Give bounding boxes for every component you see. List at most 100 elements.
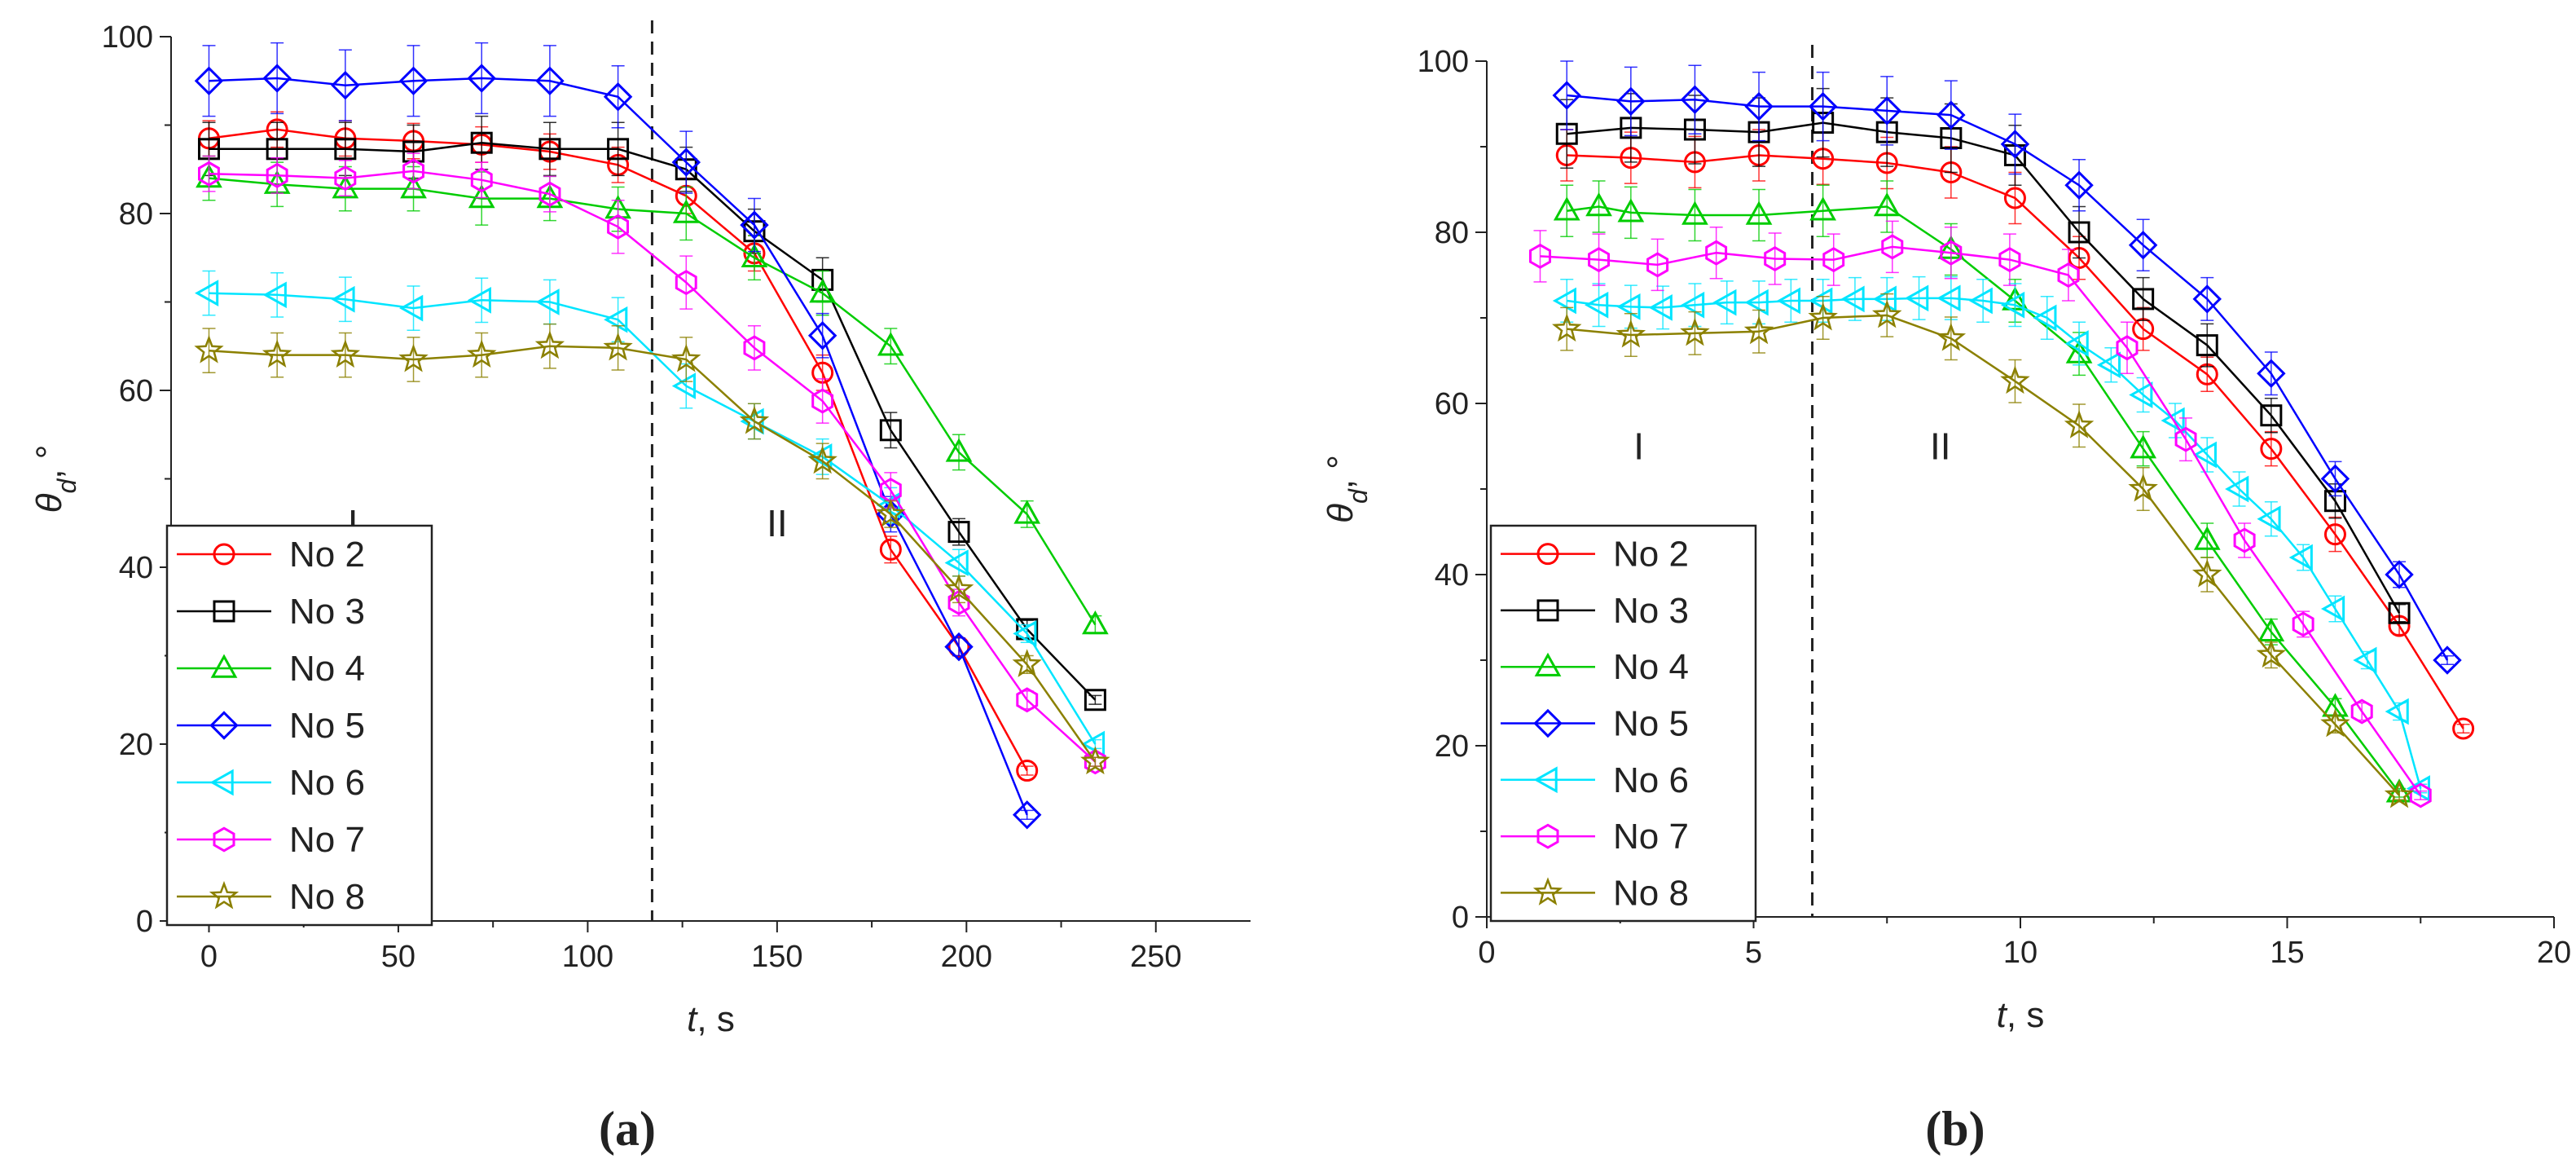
p0-s6-point-11	[943, 573, 974, 602]
p0-x-axis-label: t, s	[687, 999, 735, 1039]
p1-s3-line	[1567, 94, 2449, 661]
p0-x-tick-label-5: 250	[1130, 940, 1181, 974]
p1-s5-point-2	[1646, 252, 1669, 278]
p0-x-tick-label-3: 150	[751, 940, 802, 974]
p0-s5-point-0	[198, 161, 220, 187]
p1-s4-point-3	[1648, 294, 1673, 321]
p0-s6-point-3	[398, 343, 429, 372]
p0-y-tick-label-2: 40	[119, 551, 153, 585]
p1-s6-point-5	[1872, 299, 1902, 328]
p0-y-tick-label-4: 80	[119, 197, 153, 231]
p1-s3-point-8	[2064, 170, 2094, 200]
p1-s4-point-0	[1552, 287, 1576, 315]
p0-s1-point-13	[1084, 689, 1106, 712]
p1-s5-point-3	[1705, 240, 1728, 266]
p1-s5-point-4	[1764, 245, 1787, 272]
p1-s4-point-20	[2192, 441, 2217, 469]
p0-s2-point-7	[672, 199, 700, 223]
p1-s2-point-10	[2130, 434, 2157, 459]
p1-s3-point-2	[1680, 85, 1710, 114]
p0-legend-marker-4	[209, 769, 234, 796]
p1-legend-label-3: No 5	[1613, 704, 1689, 744]
p1-s0-point-7	[2003, 187, 2026, 209]
p1-s5-point-12	[2233, 527, 2256, 553]
p1-s4-point-24	[2320, 595, 2345, 623]
p0-s4-point-3	[399, 294, 424, 322]
p0-y-tick-label-0: 0	[136, 905, 153, 939]
p1-s6-point-10	[2191, 558, 2222, 588]
p1-s5-point-7	[1940, 240, 1963, 266]
p1-s5-point-0	[1529, 243, 1551, 269]
p1-s4-point-22	[2257, 505, 2281, 533]
p0-s2-point-9	[809, 279, 837, 303]
p1-s6-point-13	[2384, 779, 2415, 809]
p1-legend-label-1: No 3	[1613, 591, 1689, 631]
p1-legend-marker-0	[1536, 543, 1559, 566]
p0-legend-marker-5	[213, 826, 235, 853]
p0-s3-point-1	[262, 64, 292, 93]
p1-s4-point-8	[1809, 287, 1833, 315]
p1-s2-point-2	[1617, 198, 1645, 223]
p1-y-tick-label-1: 20	[1435, 729, 1469, 764]
p1-s3-point-9	[2128, 231, 2158, 260]
p0-s3-point-3	[398, 66, 429, 95]
p1-y-tick-label-2: 40	[1435, 558, 1469, 593]
p1-s3-point-10	[2192, 284, 2222, 314]
p0-s5-point-11	[947, 589, 970, 615]
p0-s3-point-8	[740, 210, 769, 240]
p1-legend-marker-4	[1533, 766, 1558, 794]
p1-s4-point-15	[2033, 304, 2057, 332]
p1-s4-point-5	[1712, 289, 1737, 316]
p1-legend-marker-2	[1534, 652, 1562, 676]
p0-s5-point-12	[1016, 687, 1039, 713]
p0-s1-point-2	[334, 138, 357, 161]
p1-s6-point-8	[2064, 410, 2095, 438]
p1-s4-point-13	[1968, 287, 1993, 315]
p1-s3-point-12	[2320, 464, 2350, 494]
p1-s4-point-9	[1840, 285, 1865, 313]
p0-s2-point-11	[945, 438, 973, 462]
p1-series-no-7	[1529, 220, 2432, 809]
p1-s4-point-11	[1905, 284, 1929, 312]
p1-series-no-5	[1552, 60, 2462, 675]
p0-legend-label-1: No 3	[289, 592, 365, 632]
p0-s5-point-8	[743, 335, 766, 361]
p1-s2-point-3	[1681, 200, 1708, 225]
p1-s4-line	[1567, 297, 2422, 789]
p1-s1-point-10	[2196, 334, 2218, 357]
p1-s5-line	[1540, 245, 2422, 796]
p1-y-tick-label-5: 100	[1418, 45, 1469, 79]
p1-s6-point-0	[1552, 313, 1582, 342]
p0-s6-point-10	[876, 498, 906, 527]
p0-s4-point-7	[671, 372, 696, 399]
p1-s5-point-14	[2350, 698, 2373, 725]
p1-x-tick-label-0: 0	[1478, 936, 1495, 970]
p0-s5-line	[209, 170, 1097, 763]
p1-s4-point-4	[1680, 291, 1705, 319]
p1-x-tick-label-4: 20	[2537, 936, 2571, 970]
p0-legend-label-0: No 2	[289, 535, 365, 575]
p1-s2-point-6	[1873, 192, 1901, 217]
p0-legend-marker-6	[209, 880, 240, 910]
p1-y-tick-label-4: 80	[1435, 216, 1469, 250]
p0-s6-point-7	[671, 343, 701, 372]
p1-s5-point-11	[2174, 426, 2197, 452]
p1-s5-point-8	[1998, 247, 2021, 273]
p1-legend-marker-5	[1536, 823, 1559, 849]
p0-s2-point-10	[877, 332, 904, 356]
p1-s5-point-13	[2292, 611, 2314, 637]
p1-s6-line	[1567, 314, 2401, 796]
p0-s3-point-7	[671, 148, 701, 177]
p0-s5-point-3	[402, 158, 424, 184]
p0-s0-point-10	[879, 538, 902, 561]
p1-s5-point-1	[1588, 247, 1610, 273]
p1-region-label-0: I	[1633, 425, 1644, 468]
p1-s5-point-6	[1881, 234, 1904, 260]
p1-s4-point-21	[2225, 475, 2249, 503]
p0-s0-point-11	[947, 636, 970, 659]
p0-y-tick-label-5: 100	[102, 20, 153, 55]
p0-s5-point-1	[266, 162, 288, 188]
p1-s3-point-13	[2385, 560, 2414, 589]
p1-s0-point-11	[2260, 438, 2283, 460]
p0-s5-point-9	[811, 388, 834, 414]
